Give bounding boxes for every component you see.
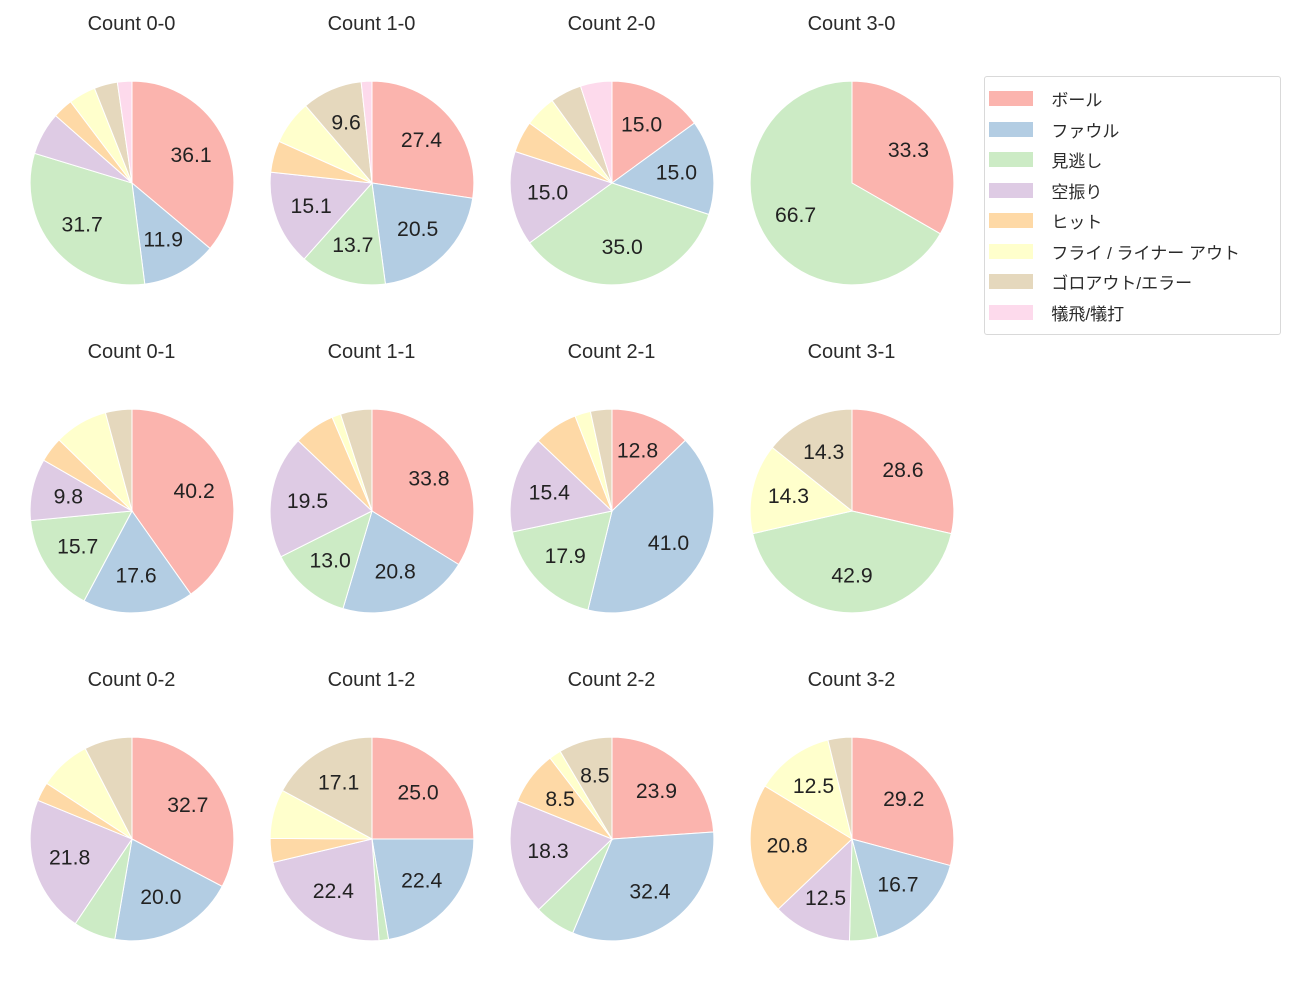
svg-text:9.8: 9.8 [53, 485, 82, 508]
svg-text:19.5: 19.5 [286, 490, 327, 513]
svg-text:35.0: 35.0 [601, 236, 642, 259]
svg-text:22.4: 22.4 [401, 869, 442, 892]
svg-text:8.5: 8.5 [545, 788, 574, 811]
svg-text:27.4: 27.4 [400, 129, 441, 152]
svg-text:15.0: 15.0 [526, 182, 567, 205]
svg-text:12.5: 12.5 [792, 774, 833, 797]
svg-text:17.6: 17.6 [115, 564, 156, 587]
svg-text:14.3: 14.3 [803, 441, 844, 464]
svg-text:20.0: 20.0 [140, 885, 181, 908]
svg-text:40.2: 40.2 [173, 479, 214, 502]
svg-text:33.3: 33.3 [887, 139, 928, 162]
svg-text:20.8: 20.8 [374, 560, 415, 583]
svg-text:12.5: 12.5 [804, 887, 845, 910]
svg-text:8.5: 8.5 [580, 764, 609, 787]
svg-text:15.0: 15.0 [620, 113, 661, 136]
svg-text:15.4: 15.4 [528, 481, 569, 504]
svg-text:21.8: 21.8 [49, 846, 90, 869]
svg-text:33.8: 33.8 [408, 467, 449, 490]
svg-text:22.4: 22.4 [312, 880, 353, 903]
svg-text:20.8: 20.8 [766, 834, 807, 857]
svg-text:17.9: 17.9 [544, 545, 585, 568]
svg-text:66.7: 66.7 [774, 204, 815, 227]
svg-text:42.9: 42.9 [831, 564, 872, 587]
svg-text:15.1: 15.1 [290, 195, 331, 218]
svg-text:13.0: 13.0 [309, 549, 350, 572]
svg-text:14.3: 14.3 [767, 485, 808, 508]
svg-text:12.8: 12.8 [616, 439, 657, 462]
svg-text:31.7: 31.7 [61, 214, 102, 237]
svg-text:11.9: 11.9 [143, 229, 183, 252]
svg-text:9.6: 9.6 [331, 112, 360, 135]
svg-text:36.1: 36.1 [170, 144, 211, 167]
svg-text:28.6: 28.6 [882, 459, 923, 482]
svg-text:29.2: 29.2 [883, 787, 924, 810]
svg-text:13.7: 13.7 [332, 234, 373, 257]
svg-text:41.0: 41.0 [647, 532, 688, 555]
svg-text:20.5: 20.5 [397, 218, 438, 241]
svg-text:32.4: 32.4 [629, 880, 670, 903]
svg-text:18.3: 18.3 [527, 839, 568, 862]
svg-text:32.7: 32.7 [167, 793, 208, 816]
svg-text:17.1: 17.1 [318, 771, 359, 794]
svg-text:23.9: 23.9 [635, 779, 676, 802]
svg-text:15.0: 15.0 [655, 161, 696, 184]
svg-text:25.0: 25.0 [397, 781, 438, 804]
svg-text:16.7: 16.7 [877, 873, 918, 896]
svg-text:15.7: 15.7 [57, 535, 98, 558]
